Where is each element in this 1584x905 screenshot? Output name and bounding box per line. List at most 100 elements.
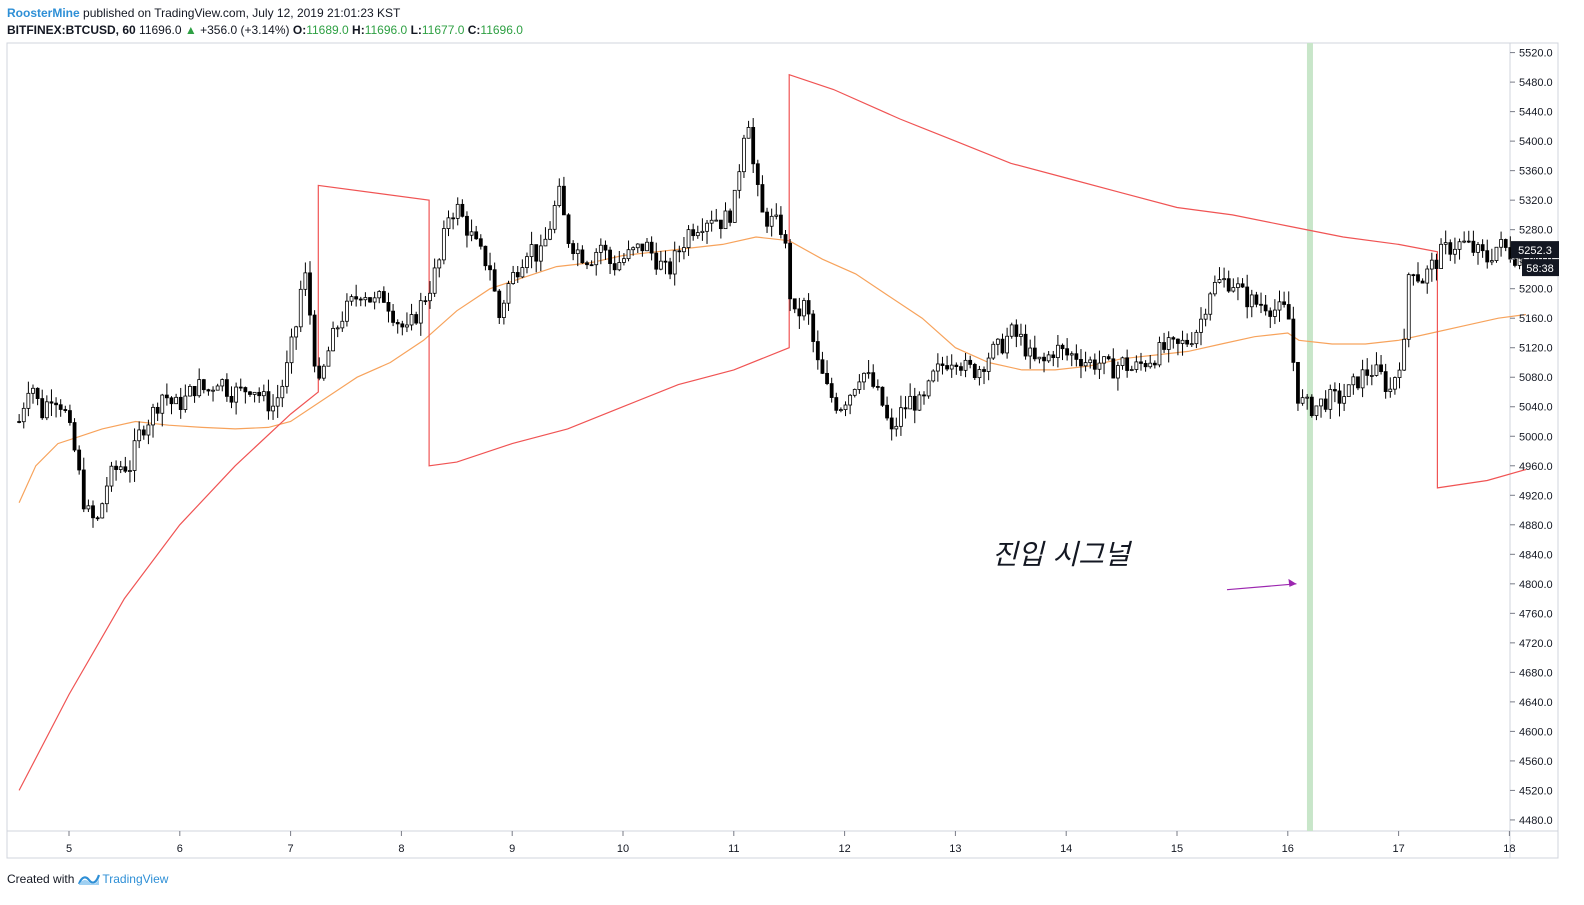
open-value: 11689.0 <box>306 23 349 37</box>
candle-body <box>1282 301 1287 305</box>
candle-body <box>266 391 271 412</box>
candle-body <box>1332 389 1337 392</box>
candle-body <box>718 219 723 230</box>
candle-body <box>1157 342 1162 366</box>
created-with-text: Created with <box>7 872 75 886</box>
candle-body <box>1245 286 1250 308</box>
candle-body <box>1328 389 1333 410</box>
y-tick-label: 5120.0 <box>1519 343 1553 355</box>
candle-body <box>668 261 672 275</box>
candle-body <box>446 217 451 229</box>
candle-body <box>1360 369 1365 389</box>
candle-body <box>275 397 280 407</box>
candle-body <box>589 264 594 267</box>
candle-body <box>700 230 705 233</box>
candle-body <box>381 291 386 303</box>
candle-body <box>682 247 686 253</box>
y-tick-label: 5080.0 <box>1519 372 1553 384</box>
y-tick-label: 5200.0 <box>1519 284 1553 296</box>
candle-body <box>622 258 626 263</box>
high-label: H: <box>352 23 365 37</box>
candle-body <box>645 241 649 252</box>
high-value: 11696.0 <box>364 23 408 37</box>
candle-body <box>1259 303 1263 306</box>
y-tick-label: 4920.0 <box>1519 490 1553 502</box>
candle-body <box>1074 353 1079 360</box>
candle-body <box>1120 357 1125 366</box>
candle-body <box>778 214 783 235</box>
symbol-name[interactable]: BITFINEX:BTCUSD, 60 <box>7 23 136 37</box>
candle-body <box>1434 259 1439 269</box>
y-tick-label: 5000.0 <box>1519 431 1553 443</box>
candle-body <box>1268 310 1273 317</box>
candle-body <box>58 404 63 410</box>
y-tick-label: 4800.0 <box>1519 579 1553 591</box>
y-tick-label: 4960.0 <box>1519 461 1553 473</box>
candle-body <box>243 387 248 393</box>
candle-body <box>585 262 589 266</box>
candle-body <box>1489 260 1494 263</box>
candle-body <box>118 466 123 470</box>
candle-body <box>1102 356 1106 364</box>
candle-body <box>935 363 940 372</box>
candle-body <box>469 231 474 236</box>
candle-body <box>460 203 465 217</box>
candle-body <box>1171 337 1176 340</box>
candle-body <box>192 385 197 397</box>
candle-body <box>769 215 774 227</box>
candle-body <box>903 407 908 410</box>
candle-body <box>797 308 802 317</box>
candle-body <box>114 465 118 470</box>
price-axis[interactable]: 4480.0 4520.0 4560.0 4600.0 4640.0 4680.0 4720… <box>1510 48 1553 827</box>
candle-body <box>220 379 225 387</box>
candle-body <box>1176 338 1180 344</box>
candle-body <box>395 322 400 325</box>
candle-body <box>742 137 746 173</box>
candle-body <box>1139 361 1143 364</box>
candle-body <box>354 296 359 300</box>
candle-body <box>1097 362 1102 370</box>
candle-body <box>1365 369 1370 376</box>
close-label: C: <box>467 23 481 37</box>
arrow-head <box>1288 578 1297 587</box>
candle-body <box>49 401 54 404</box>
candle-body <box>1300 397 1305 404</box>
price-labels: 5252.3 58:38 <box>1511 241 1559 277</box>
candle-body <box>862 372 866 383</box>
candle-body <box>672 250 677 275</box>
candle-body <box>899 407 903 427</box>
candle-body <box>298 288 303 328</box>
y-tick-label: 5280.0 <box>1519 225 1553 237</box>
candle-body <box>197 379 202 397</box>
candle-body <box>474 231 479 240</box>
candle-body <box>714 219 719 222</box>
candle-body <box>215 385 220 391</box>
x-tick-label: 12 <box>838 843 850 855</box>
x-tick-label: 17 <box>1392 843 1404 855</box>
author-link[interactable]: RoosterMine <box>7 6 80 20</box>
x-tick-label: 6 <box>177 843 183 855</box>
candle-body <box>534 244 539 262</box>
candle-body <box>1231 287 1236 292</box>
candle-body <box>529 244 534 258</box>
y-tick-label: 4520.0 <box>1519 785 1553 797</box>
footer: Created with TradingView <box>7 872 168 886</box>
candle-body <box>234 386 239 403</box>
candle-body <box>100 503 105 519</box>
candle-body <box>483 245 488 267</box>
candle-body <box>575 249 580 254</box>
candle-body <box>1272 309 1277 317</box>
candle-body <box>1143 363 1148 368</box>
candle-body <box>931 370 936 382</box>
candle-body <box>1212 281 1217 295</box>
candle-body <box>571 243 576 254</box>
tradingview-logo[interactable]: TradingView <box>78 872 168 886</box>
candle-body <box>1023 333 1028 357</box>
candle-body <box>1471 240 1476 253</box>
tradingview-brand: TradingView <box>102 872 169 886</box>
candle-body <box>414 314 419 324</box>
candle-body <box>1462 240 1467 243</box>
time-axis[interactable]: 5 6 7 8 9 10 11 12 13 14 15 16 17 18 <box>66 831 1516 855</box>
candle-body <box>1402 338 1407 371</box>
